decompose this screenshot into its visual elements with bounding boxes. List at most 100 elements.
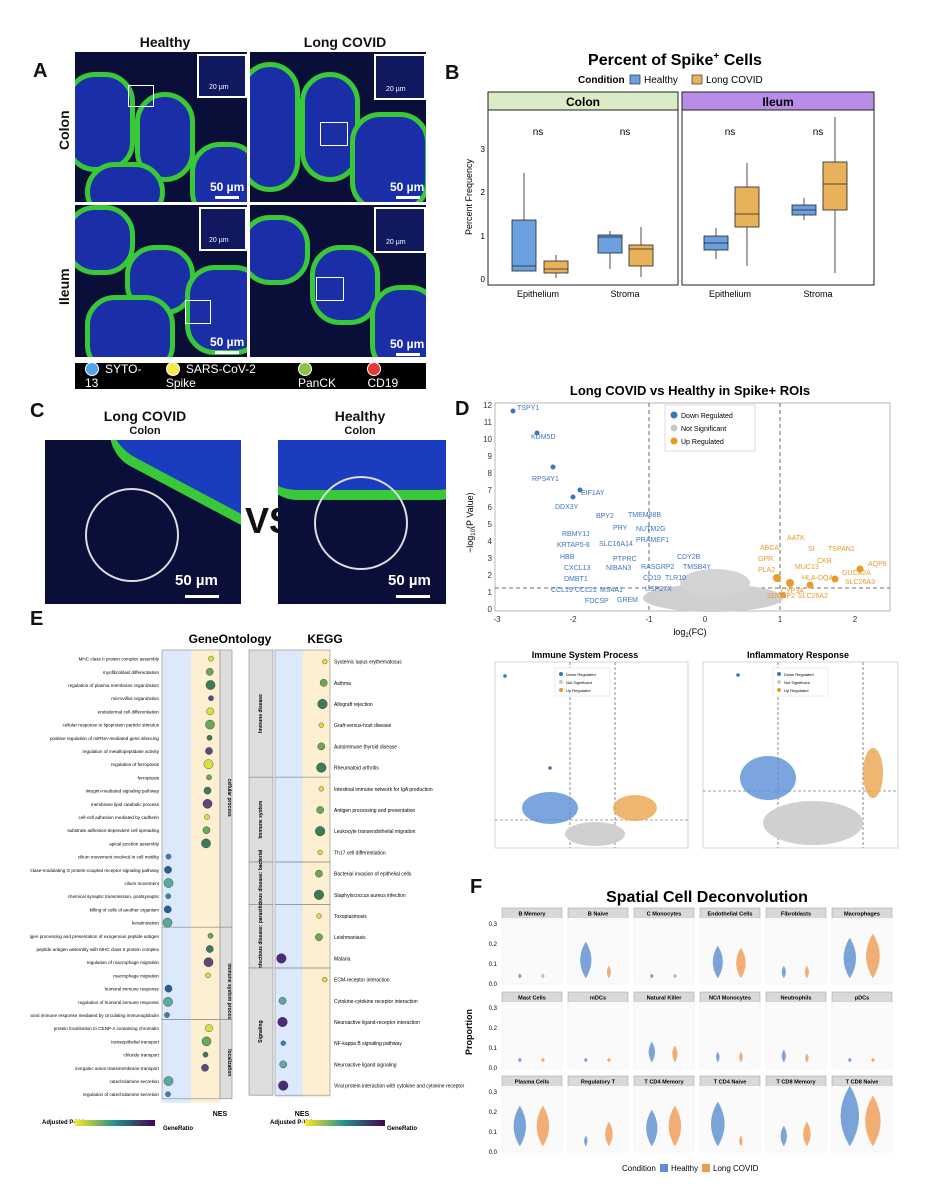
svg-text:1: 1 xyxy=(778,615,783,624)
legend-panck: PanCK xyxy=(297,362,354,390)
go-dot xyxy=(208,695,214,701)
panel-d-sub-inflammatory: Inflammatory Response Down Regulated Not… xyxy=(702,650,899,849)
go-term-label: apical junction assembly xyxy=(109,841,159,846)
panel-b-title: Percent of Spike+ Cells xyxy=(588,51,762,69)
row-label-colon: Colon xyxy=(56,110,72,150)
svg-text:10: 10 xyxy=(483,435,492,444)
go-term-label: MHC class II protein complex assembly xyxy=(79,657,160,662)
go-term-label: cilium movement involved in cell motilit… xyxy=(78,855,160,860)
sig-ns: ns xyxy=(533,127,544,138)
kegg-term-label: Antigen processing and presentation xyxy=(334,808,415,814)
kegg-group-label: Infectious disease: parasitic xyxy=(258,903,264,970)
go-term-label: regulation of macrophage migration xyxy=(87,960,160,965)
svg-text:GeneRatio: GeneRatio xyxy=(387,1126,417,1132)
svg-text:USP27X: USP27X xyxy=(645,586,672,593)
go-term-label: peptide antigen assembly with MHC class … xyxy=(36,947,159,952)
svg-text:-1: -1 xyxy=(645,615,653,624)
go-term-label: integrin-mediated signaling pathway xyxy=(86,789,160,794)
f-facet-label: B Memory xyxy=(518,912,546,918)
kegg-dot xyxy=(318,786,324,792)
kegg-term-label: Graft-versus-host disease xyxy=(334,723,391,729)
go-term-label: microvillus organization xyxy=(111,696,159,701)
go-dot xyxy=(202,826,211,834)
svg-text:GPR: GPR xyxy=(758,556,773,563)
svg-text:2: 2 xyxy=(853,615,858,624)
go-term-label: transepithelial transport xyxy=(111,1039,159,1044)
go-dot xyxy=(163,878,174,888)
go-group-label: localization xyxy=(226,1049,232,1076)
panel-label-e: E xyxy=(30,608,44,630)
xtick-epithelium: Epithelium xyxy=(709,289,751,299)
svg-text:RASGRP2: RASGRP2 xyxy=(641,564,675,571)
svg-text:Down Regulated: Down Regulated xyxy=(566,672,596,677)
kegg-dot xyxy=(316,762,327,773)
kegg-dot xyxy=(316,806,324,814)
inset-box: 20 µm xyxy=(374,207,426,253)
svg-text:TMEM88B: TMEM88B xyxy=(628,512,661,519)
go-dot xyxy=(201,1036,212,1047)
go-dot xyxy=(162,917,173,928)
svg-text:KDM5D: KDM5D xyxy=(531,434,556,441)
go-term-label: regulation of catecholamine secretion xyxy=(83,1092,160,1097)
svg-text:CD19: CD19 xyxy=(643,575,661,582)
svg-text:BPY2: BPY2 xyxy=(596,513,614,520)
f-violin xyxy=(865,1095,881,1147)
go-dot xyxy=(202,798,213,809)
kegg-group-label: Signaling xyxy=(258,1020,264,1043)
svg-text:MUC13: MUC13 xyxy=(795,564,819,571)
go-term-label: cell-cell adhesion mediated by cadherin xyxy=(79,815,160,820)
svg-text:-3: -3 xyxy=(493,615,501,624)
panel-b-ylabel: Percent Frequency xyxy=(464,158,474,235)
go-dot xyxy=(165,1091,171,1098)
go-term-label: endodermal cell differentiation xyxy=(98,709,160,714)
go-dot xyxy=(206,707,215,716)
svg-text:Immune System Process: Immune System Process xyxy=(532,650,639,660)
svg-text:Long COVID: Long COVID xyxy=(713,1164,759,1173)
svg-text:CCL19: CCL19 xyxy=(551,587,573,594)
kegg-term-label: Th17 cell differentiation xyxy=(334,850,386,856)
svg-text:NES: NES xyxy=(295,1111,310,1118)
svg-text:NIBAN3: NIBAN3 xyxy=(606,565,631,572)
f-violin xyxy=(712,945,723,979)
svg-text:9: 9 xyxy=(488,452,493,461)
svg-text:7: 7 xyxy=(488,486,493,495)
svg-text:TSPAN1: TSPAN1 xyxy=(828,546,855,553)
f-violin xyxy=(848,1057,852,1063)
panel-label-d: D xyxy=(455,398,470,420)
f-violin xyxy=(781,1049,786,1063)
panel-e-enrichment: GeneOntology KEGG cellular process immune… xyxy=(30,632,465,1132)
f-facet-label: Regulatory T xyxy=(581,1080,616,1086)
sig-ns: ns xyxy=(620,127,631,138)
svg-text:SI: SI xyxy=(808,546,815,553)
facet-ileum: Ileum xyxy=(762,95,793,109)
kegg-dot xyxy=(318,722,324,728)
f-facet-label: Natural Killer xyxy=(647,996,683,1002)
svg-text:1: 1 xyxy=(488,588,493,597)
kegg-dot xyxy=(317,849,323,856)
svg-text:0: 0 xyxy=(703,615,708,624)
go-dot xyxy=(164,865,172,874)
svg-text:HLA-DQA: HLA-DQA xyxy=(802,575,833,582)
f-facet-label: pDCs xyxy=(855,996,870,1002)
xtick-epithelium: Epithelium xyxy=(517,289,559,299)
xtick-stroma: Stroma xyxy=(610,289,639,299)
f-facet-label: Mast Cells xyxy=(518,996,546,1002)
f-ytick: 0.0 xyxy=(489,1150,498,1156)
f-ytick: 0.2 xyxy=(489,1026,498,1032)
inset-box: 20 µm xyxy=(374,54,426,100)
micrograph-longcovid-ileum: 20 µm 50 µm xyxy=(250,205,426,357)
panel-label-a: A xyxy=(33,60,48,82)
f-violin xyxy=(541,973,545,979)
f-violin xyxy=(650,973,654,979)
svg-text:Down Regulated: Down Regulated xyxy=(681,413,733,420)
go-term-label: catecholamine secretion xyxy=(109,1079,159,1084)
f-ytick: 0.0 xyxy=(489,1066,498,1072)
go-dot xyxy=(163,996,173,1007)
svg-text:HBB: HBB xyxy=(560,554,575,561)
f-violin xyxy=(781,965,786,979)
f-violin xyxy=(739,1051,743,1063)
go-dot xyxy=(203,786,212,795)
sig-ns: ns xyxy=(813,127,824,138)
kegg-term-label: Bacterial invasion of epithelial cells xyxy=(334,872,412,878)
svg-text:GREM: GREM xyxy=(617,597,638,604)
